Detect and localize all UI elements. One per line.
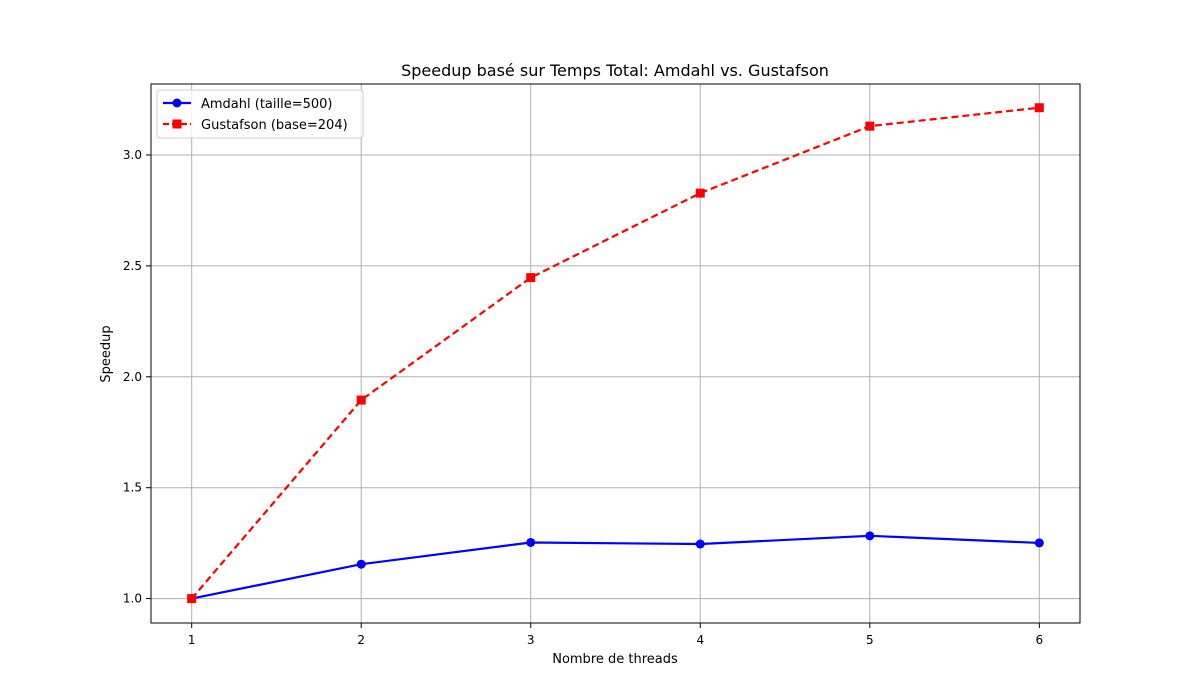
data-point-amdahl: [1034, 538, 1044, 548]
series-lines: [187, 103, 1044, 604]
legend-label-amdahl: Amdahl (taille=500): [201, 97, 333, 112]
chart-title: Speedup basé sur Temps Total: Amdahl vs.…: [401, 61, 829, 80]
y-tick-label: 1.0: [123, 592, 142, 606]
plot-area-frame: [150, 83, 1081, 624]
legend-label-gustafson: Gustafson (base=204): [201, 118, 348, 133]
y-axis-label: Speedup: [99, 325, 114, 382]
legend-item-gustafson: Gustafson (base=204): [163, 118, 348, 133]
y-tick-label: 1.5: [123, 481, 142, 495]
y-tick-label: 2.0: [123, 370, 142, 384]
x-tick-label: 6: [1035, 633, 1043, 647]
y-tick-label: 3.0: [123, 148, 142, 162]
data-point-amdahl: [865, 531, 875, 541]
legend-item-amdahl: Amdahl (taille=500): [163, 97, 333, 112]
legend-marker-gustafson: [172, 119, 182, 129]
series-gustafson: [187, 103, 1044, 604]
data-point-amdahl: [695, 539, 705, 549]
data-point-gustafson: [695, 188, 705, 198]
series-amdahl: [187, 531, 1044, 604]
x-tick-label: 1: [188, 633, 196, 647]
data-point-gustafson: [187, 594, 197, 604]
axis-ticks: 1 2 3 4 5 6 1.0 1.5 2.0 2.5 3.0: [123, 148, 1043, 647]
legend: Amdahl (taille=500) Gustafson (base=204): [156, 89, 364, 139]
legend-box: [156, 89, 364, 139]
y-tick-label: 2.5: [123, 259, 142, 273]
grid-lines: [151, 84, 1080, 623]
data-point-gustafson: [356, 395, 366, 405]
legend-marker-amdahl: [172, 98, 182, 108]
x-axis-label: Nombre de threads: [552, 652, 678, 667]
series-line-amdahl: [191, 534, 1040, 600]
data-point-amdahl: [526, 537, 536, 547]
series-line-gustafson: [190, 106, 1040, 600]
data-point-amdahl: [356, 559, 366, 569]
data-point-gustafson: [526, 273, 536, 283]
data-point-gustafson: [1034, 103, 1044, 113]
x-tick-label: 5: [866, 633, 874, 647]
x-tick-label: 2: [357, 633, 365, 647]
data-point-gustafson: [865, 121, 875, 131]
x-tick-label: 4: [696, 633, 704, 647]
x-tick-label: 3: [527, 633, 535, 647]
